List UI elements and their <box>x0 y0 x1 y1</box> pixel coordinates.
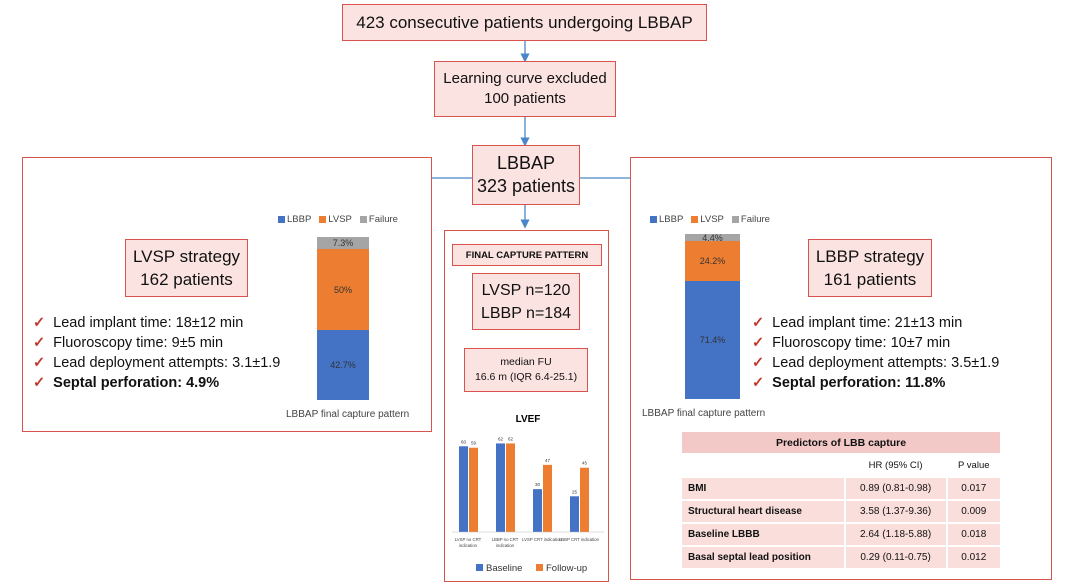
lvsp-legend: LBBP LVSP Failure <box>278 214 398 225</box>
list-item: ✓ Lead implant time: 21±13 min <box>752 315 963 331</box>
category-label: indication <box>496 543 515 548</box>
predictors-table: Predictors of LBB capture HR (95% CI) P … <box>680 430 1003 570</box>
lvsp-strategy-line2: 162 patients <box>140 270 233 289</box>
total-patients-box: 423 consecutive patients undergoing LBBA… <box>342 4 707 41</box>
col-hr-header: HR (95% CI) <box>843 453 948 478</box>
check-icon: ✓ <box>752 315 765 331</box>
legend-swatch <box>476 564 483 571</box>
lbbp-stacked-bar: 4.4% 24.2% 71.4% <box>685 233 740 399</box>
bar-value-label: 62 <box>498 436 504 441</box>
legend-label: Follow-up <box>546 563 587 574</box>
median-fu-box: median FU 16.6 m (IQR 6.4-25.1) <box>464 348 588 392</box>
bar-follow-up <box>580 467 589 532</box>
bar-value-label: 59 <box>471 441 477 446</box>
lvsp-count: LVSP n=120 <box>481 281 571 299</box>
bar-lbbp: 71.4% <box>685 281 740 399</box>
bar-baseline <box>459 446 468 532</box>
table-row: Basal septal lead position 0.29 (0.11-0.… <box>680 545 1003 570</box>
check-icon: ✓ <box>752 375 765 391</box>
bar-value-label: 45 <box>582 461 588 466</box>
lbbp-strategy-box: LBBP strategy 161 patients <box>808 239 932 297</box>
category-label: LBBP CRT indication <box>559 537 600 542</box>
bar-failure: 7.3% <box>317 237 369 249</box>
total-patients-text: 423 consecutive patients undergoing LBBA… <box>356 12 693 32</box>
list-item: ✓ Lead deployment attempts: 3.5±1.9 <box>752 355 1000 371</box>
list-item: ✓ Fluoroscopy time: 9±5 min <box>33 335 224 351</box>
bar-lvsp: 50% <box>317 248 369 331</box>
lbbap-line2: 323 patients <box>476 176 576 196</box>
bar-value-label: 47 <box>545 458 551 463</box>
table-row: BMI 0.89 (0.81-0.98) 0.017 <box>680 476 1003 501</box>
legend-swatch <box>536 564 543 571</box>
check-icon: ✓ <box>33 375 46 391</box>
lbbp-strategy-line2: 161 patients <box>823 270 917 289</box>
legend-label: Baseline <box>486 563 522 574</box>
table-row: Baseline LBBB 2.64 (1.18-5.88) 0.018 <box>680 522 1003 547</box>
bar-follow-up <box>543 464 552 532</box>
check-icon: ✓ <box>752 335 765 351</box>
bar-baseline <box>533 489 542 532</box>
lbbp-bar-caption: LBBAP final capture pattern <box>642 408 766 419</box>
lbbp-count: LBBP n=184 <box>480 304 571 322</box>
bar-lvsp: 24.2% <box>685 241 740 282</box>
capture-counts-box: LVSP n=120 LBBP n=184 <box>472 273 580 330</box>
list-item: ✓ Septal perforation: 4.9% <box>33 375 220 391</box>
list-item: ✓ Fluoroscopy time: 10±7 min <box>752 335 951 351</box>
lbbap-line1: LBBAP <box>496 153 556 173</box>
learning-curve-box: Learning curve excluded 100 patients <box>434 61 616 117</box>
check-icon: ✓ <box>33 315 46 331</box>
bar-lbbp: 42.7% <box>317 330 369 400</box>
lvsp-bar-caption: LBBAP final capture pattern <box>286 409 410 420</box>
category-label: LVSP CRT indication <box>522 537 562 542</box>
lvsp-outcomes-list: ✓ Lead implant time: 18±12 min ✓ Fluorosco… <box>33 313 280 393</box>
bar-follow-up <box>469 447 478 532</box>
bar-failure: 4.4% <box>685 233 740 243</box>
col-p-header: P value <box>945 453 1003 478</box>
lbbp-legend: LBBP LVSP Failure <box>650 214 770 225</box>
list-item: ✓ Lead deployment attempts: 3.1±1.9 <box>33 355 281 371</box>
list-item: ✓ Lead implant time: 18±12 min <box>33 315 244 331</box>
lbbp-strategy-line1: LBBP strategy <box>815 247 925 266</box>
median-fu-line2: 16.6 m (IQR 6.4-25.1) <box>474 371 578 383</box>
category-label: LBBP no CRT <box>492 537 519 542</box>
check-icon: ✓ <box>33 355 46 371</box>
bar-baseline <box>570 496 579 532</box>
bar-follow-up <box>506 443 515 532</box>
lvsp-stacked-bar: 7.3% 50% 42.7% <box>317 237 369 400</box>
lvsp-strategy-line1: LVSP strategy <box>132 247 241 266</box>
chart-title: LVEF <box>516 414 541 425</box>
check-icon: ✓ <box>752 355 765 371</box>
bar-value-label: 30 <box>535 482 541 487</box>
table-row: Structural heart disease 3.58 (1.37-9.36… <box>680 499 1003 524</box>
learning-curve-line2: 100 patients <box>484 90 566 107</box>
bar-value-label: 60 <box>461 439 467 444</box>
learning-curve-line1: Learning curve excluded <box>443 70 607 87</box>
list-item: ✓ Septal perforation: 11.8% <box>752 375 946 391</box>
check-icon: ✓ <box>33 335 46 351</box>
bar-value-label: 25 <box>572 489 578 494</box>
bar-value-label: 62 <box>508 436 514 441</box>
lbbap-box: LBBAP 323 patients <box>472 145 580 205</box>
bar-baseline <box>496 443 505 532</box>
median-fu-line1: median FU <box>500 356 552 368</box>
category-label: LVSP no CRT <box>455 537 482 542</box>
lbbp-outcomes-list: ✓ Lead implant time: 21±13 min ✓ Fluorosco… <box>752 313 999 393</box>
category-label: indication <box>459 543 478 548</box>
final-capture-title: FINAL CAPTURE PATTERN <box>452 244 602 266</box>
predictors-title: Predictors of LBB capture <box>680 430 1002 455</box>
lvsp-strategy-box: LVSP strategy 162 patients <box>125 239 248 297</box>
